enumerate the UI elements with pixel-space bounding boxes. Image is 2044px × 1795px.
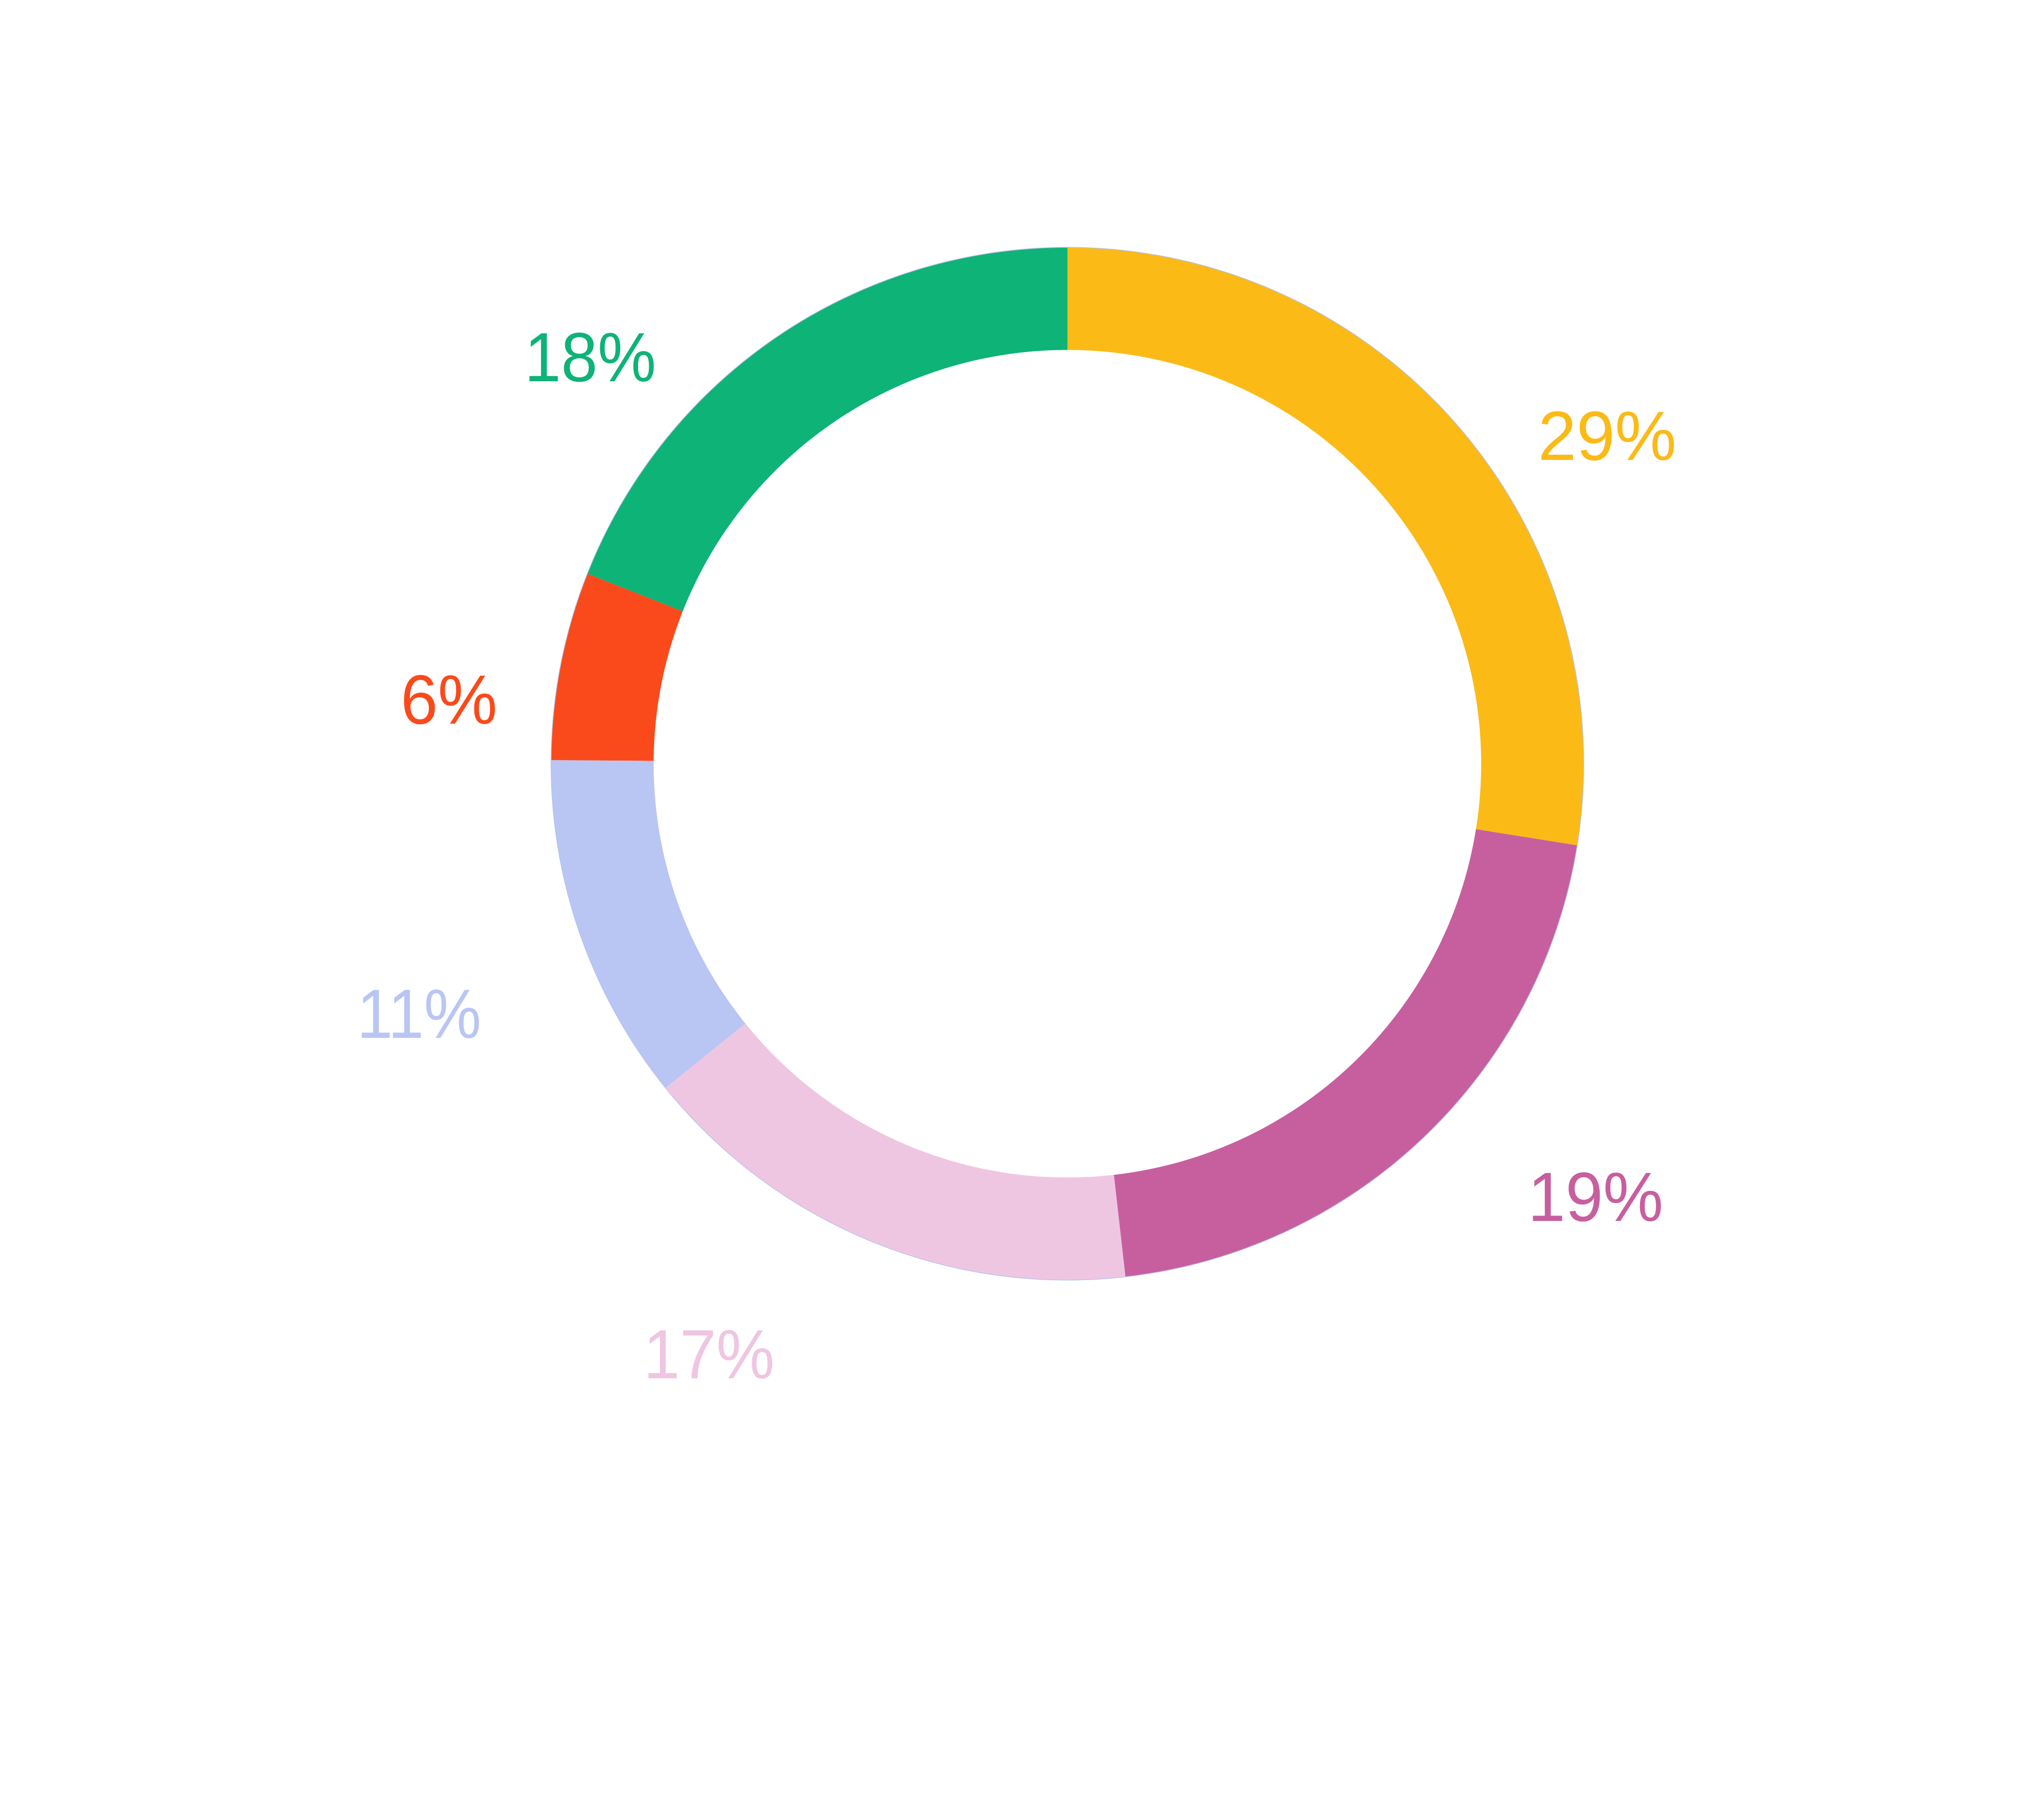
svg-text:17%: 17% [643, 1316, 775, 1393]
svg-text:6%: 6% [401, 661, 497, 739]
svg-text:29%: 29% [1538, 397, 1676, 475]
svg-text:18%: 18% [524, 319, 656, 396]
svg-text:19%: 19% [1528, 1158, 1663, 1236]
svg-text:11%: 11% [357, 975, 481, 1053]
